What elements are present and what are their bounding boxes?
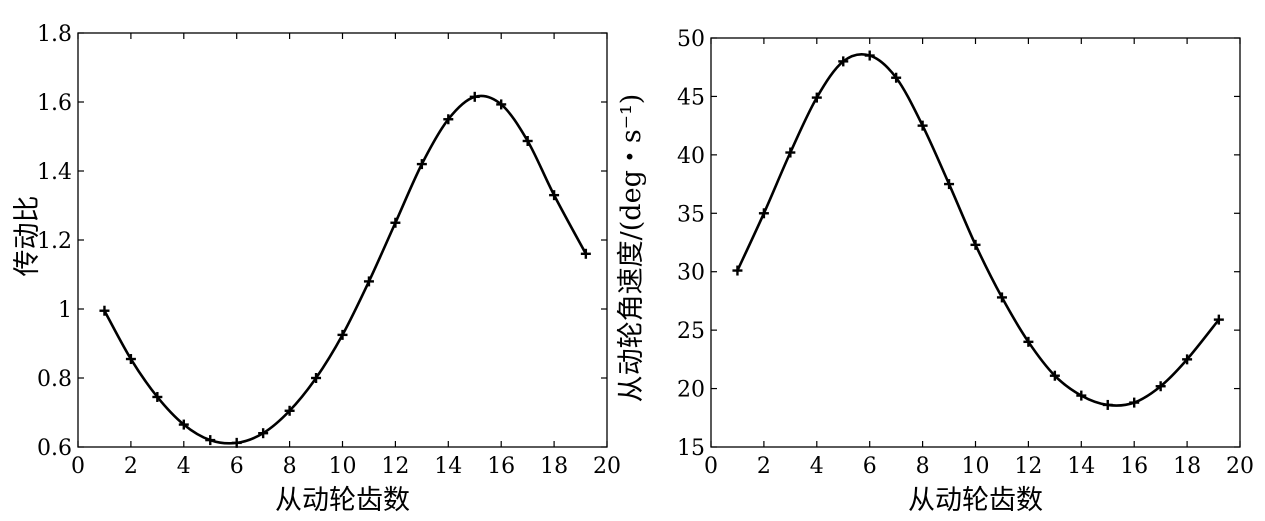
x-tick-label: 20	[1226, 454, 1254, 479]
chart-transmission-ratio: 0 2 4 6 8 10 12 14 16 18 20 0.6 0.8 1 1.2 1.4 1.6 1.8 从动轮齿…	[12, 22, 621, 516]
x-tick-label: 0	[71, 454, 85, 479]
data-point-marker	[758, 208, 769, 219]
x-tick-label: 18	[1173, 454, 1201, 479]
data-point-marker	[944, 179, 955, 190]
data-point-marker	[522, 135, 533, 146]
y-tick-label: 1.4	[37, 160, 72, 185]
x-tick-label: 10	[329, 454, 357, 479]
x-tick-label: 20	[593, 454, 621, 479]
y-tick-label: 1.8	[37, 22, 72, 47]
data-point-marker	[284, 405, 295, 416]
x-axis-label: 从动轮齿数	[908, 485, 1043, 516]
data-point-marker	[390, 217, 401, 228]
data-point-marker	[205, 435, 216, 446]
y-axis-label: 传动比	[12, 196, 43, 277]
data-point-marker	[1023, 336, 1034, 347]
data-point-marker	[996, 292, 1007, 303]
data-point-marker	[231, 437, 242, 448]
x-tick-label: 2	[757, 454, 771, 479]
data-point-marker	[469, 91, 480, 102]
data-point-marker	[1213, 314, 1224, 325]
x-tick-label: 4	[810, 454, 824, 479]
y-tick-label: 1	[58, 298, 72, 323]
data-point-marker	[864, 50, 875, 61]
y-tick-label: 30	[677, 261, 705, 286]
data-point-marker	[363, 276, 374, 287]
x-tick-label: 0	[704, 454, 718, 479]
series-line	[103, 94, 587, 445]
data-point-marker	[337, 329, 348, 340]
data-point-marker	[125, 354, 136, 365]
data-point-marker	[311, 373, 322, 383]
x-tick-label: 2	[124, 454, 138, 479]
y-tick-label: 40	[677, 144, 705, 169]
x-tick-label: 6	[230, 454, 244, 479]
x-tick-label: 16	[1120, 454, 1148, 479]
x-tick-label: 8	[916, 454, 930, 479]
y-tick-label: 0.8	[37, 367, 72, 392]
data-point-marker	[970, 239, 981, 250]
y-tick-label: 0.6	[37, 436, 72, 461]
data-point-marker	[811, 92, 822, 103]
y-tick-label: 35	[677, 202, 705, 227]
data-point-marker	[838, 56, 849, 67]
data-point-marker	[1102, 399, 1113, 410]
x-tick-label: 6	[863, 454, 877, 479]
y-tick-label: 45	[677, 85, 705, 110]
data-point-marker	[917, 120, 928, 131]
y-tick-label: 25	[677, 319, 705, 344]
data-point-marker	[1076, 390, 1087, 401]
data-point-marker	[1129, 397, 1140, 408]
data-point-marker	[580, 248, 591, 259]
data-point-marker	[549, 190, 560, 201]
data-point-marker	[732, 265, 743, 276]
x-tick-label: 14	[1067, 454, 1095, 479]
data-point-marker	[152, 391, 163, 402]
y-tick-label: 15	[677, 436, 705, 461]
y-axis-label: 从动轮角速度/(deg・s⁻¹)	[616, 94, 647, 403]
x-tick-label: 8	[283, 454, 297, 479]
data-point-marker	[99, 305, 110, 316]
y-tick-label: 20	[677, 378, 705, 403]
data-point-marker	[178, 419, 189, 430]
x-tick-label: 14	[434, 454, 462, 479]
x-tick-label: 10	[962, 454, 990, 479]
x-tick-label: 18	[540, 454, 568, 479]
data-point-marker	[496, 99, 507, 110]
data-point-marker	[443, 114, 454, 125]
y-tick-label: 1.6	[37, 91, 72, 116]
x-axis-label: 从动轮齿数	[275, 485, 410, 516]
y-tick-label: 1.2	[37, 229, 72, 254]
data-point-marker	[258, 428, 269, 439]
data-point-marker	[416, 159, 427, 170]
series-line	[736, 53, 1220, 407]
data-point-marker	[1155, 381, 1166, 392]
data-point-marker	[1182, 354, 1193, 365]
chart-driven-wheel-angular-velocity: 0 2 4 6 8 10 12 14 16 18 20 15 20 25 30 35 40 45 50 从动轮齿数 从动…	[616, 27, 1254, 516]
plot-frame	[77, 32, 608, 448]
x-tick-label: 4	[177, 454, 191, 479]
data-point-marker	[891, 72, 902, 83]
x-tick-label: 16	[487, 454, 515, 479]
data-point-marker	[1049, 370, 1060, 381]
x-tick-label: 12	[381, 454, 409, 479]
y-tick-label: 50	[677, 27, 705, 52]
x-tick-label: 12	[1014, 454, 1042, 479]
data-point-marker	[785, 147, 796, 158]
